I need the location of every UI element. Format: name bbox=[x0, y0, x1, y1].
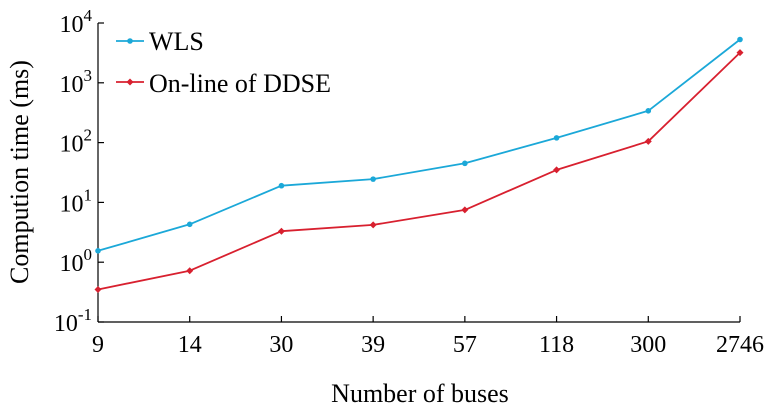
ticks: 9 14 30 39 57 118 300 2746 10-1 100 101 102 103 104 bbox=[54, 6, 764, 358]
x-tick-label: 2746 bbox=[716, 332, 764, 358]
legend-label-ddse: On-line of DDSE bbox=[149, 69, 331, 98]
series-lines bbox=[97, 38, 741, 291]
x-tick-label: 30 bbox=[269, 332, 293, 358]
y-tick-label: 102 bbox=[60, 126, 93, 158]
data-point-wls bbox=[645, 108, 652, 114]
x-tick-label: 39 bbox=[361, 332, 385, 358]
data-point-on-line-of-ddse bbox=[94, 285, 102, 293]
x-tick-label: 300 bbox=[630, 332, 666, 358]
x-tick-label: 9 bbox=[92, 332, 104, 358]
y-tick-label: 104 bbox=[60, 6, 93, 38]
data-point-wls bbox=[95, 248, 101, 254]
legend: WLS On-line of DDSE bbox=[116, 27, 331, 98]
y-tick-label: 100 bbox=[60, 245, 93, 277]
series-markers bbox=[94, 36, 744, 293]
y-axis-title: Compution time (ms) bbox=[5, 60, 34, 284]
axes bbox=[97, 23, 740, 323]
data-point-on-line-of-ddse bbox=[186, 267, 194, 275]
data-point-wls bbox=[462, 160, 468, 167]
legend-label-wls: WLS bbox=[149, 27, 204, 56]
y-tick-label: 103 bbox=[60, 66, 93, 98]
data-point-on-line-of-ddse bbox=[369, 221, 377, 229]
legend-marker-ddse bbox=[126, 78, 134, 86]
x-tick-label: 118 bbox=[539, 332, 574, 358]
data-point-wls bbox=[278, 182, 285, 189]
data-point-on-line-of-ddse bbox=[736, 49, 744, 57]
data-point-wls bbox=[553, 135, 560, 141]
data-point-wls bbox=[186, 221, 193, 228]
data-point-wls bbox=[737, 36, 743, 43]
data-point-on-line-of-ddse bbox=[277, 227, 285, 235]
series-line-on-line-of-ddse bbox=[97, 51, 741, 291]
legend-entry-ddse: On-line of DDSE bbox=[116, 69, 331, 98]
y-tick-label: 10-1 bbox=[54, 305, 92, 337]
x-tick-label: 57 bbox=[453, 332, 477, 358]
data-point-wls bbox=[370, 176, 376, 182]
y-tick-label: 101 bbox=[60, 185, 93, 217]
data-point-on-line-of-ddse bbox=[644, 137, 652, 145]
series-line-wls bbox=[97, 38, 741, 252]
x-axis-title: Number of buses bbox=[331, 379, 509, 408]
legend-entry-wls: WLS bbox=[116, 27, 204, 56]
data-point-on-line-of-ddse bbox=[461, 206, 469, 214]
x-tick-label: 14 bbox=[178, 332, 202, 358]
data-point-on-line-of-ddse bbox=[553, 166, 561, 174]
legend-marker-wls bbox=[127, 38, 133, 44]
